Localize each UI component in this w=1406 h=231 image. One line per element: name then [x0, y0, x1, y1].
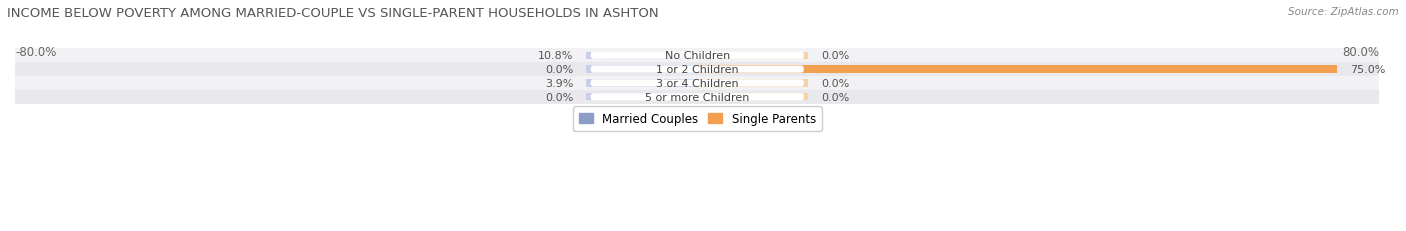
Bar: [697, 66, 808, 73]
Bar: [697, 66, 1337, 73]
Bar: [586, 80, 697, 87]
Bar: [605, 52, 697, 60]
Text: 10.8%: 10.8%: [538, 51, 574, 61]
Text: 5 or more Children: 5 or more Children: [645, 92, 749, 102]
Legend: Married Couples, Single Parents: Married Couples, Single Parents: [572, 107, 821, 132]
Text: 0.0%: 0.0%: [546, 65, 574, 75]
Bar: [15, 77, 1379, 91]
FancyBboxPatch shape: [591, 94, 804, 101]
Text: 1 or 2 Children: 1 or 2 Children: [657, 65, 738, 75]
Bar: [697, 80, 808, 87]
Bar: [15, 63, 1379, 77]
Text: 0.0%: 0.0%: [821, 51, 849, 61]
Text: 3.9%: 3.9%: [546, 79, 574, 88]
Text: 0.0%: 0.0%: [821, 79, 849, 88]
Bar: [586, 52, 697, 60]
Bar: [586, 66, 697, 73]
Text: INCOME BELOW POVERTY AMONG MARRIED-COUPLE VS SINGLE-PARENT HOUSEHOLDS IN ASHTON: INCOME BELOW POVERTY AMONG MARRIED-COUPL…: [7, 7, 658, 20]
FancyBboxPatch shape: [591, 80, 804, 87]
Text: 0.0%: 0.0%: [821, 92, 849, 102]
Text: -80.0%: -80.0%: [15, 46, 56, 59]
Bar: [15, 91, 1379, 104]
Text: 75.0%: 75.0%: [1350, 65, 1385, 75]
Bar: [664, 80, 697, 87]
FancyBboxPatch shape: [591, 52, 804, 60]
FancyBboxPatch shape: [591, 66, 804, 73]
Bar: [586, 94, 697, 101]
Bar: [697, 52, 808, 60]
Text: 80.0%: 80.0%: [1343, 46, 1379, 59]
Text: No Children: No Children: [665, 51, 730, 61]
Bar: [15, 49, 1379, 63]
Bar: [697, 94, 808, 101]
Text: 3 or 4 Children: 3 or 4 Children: [657, 79, 738, 88]
Text: 0.0%: 0.0%: [546, 92, 574, 102]
Text: Source: ZipAtlas.com: Source: ZipAtlas.com: [1288, 7, 1399, 17]
